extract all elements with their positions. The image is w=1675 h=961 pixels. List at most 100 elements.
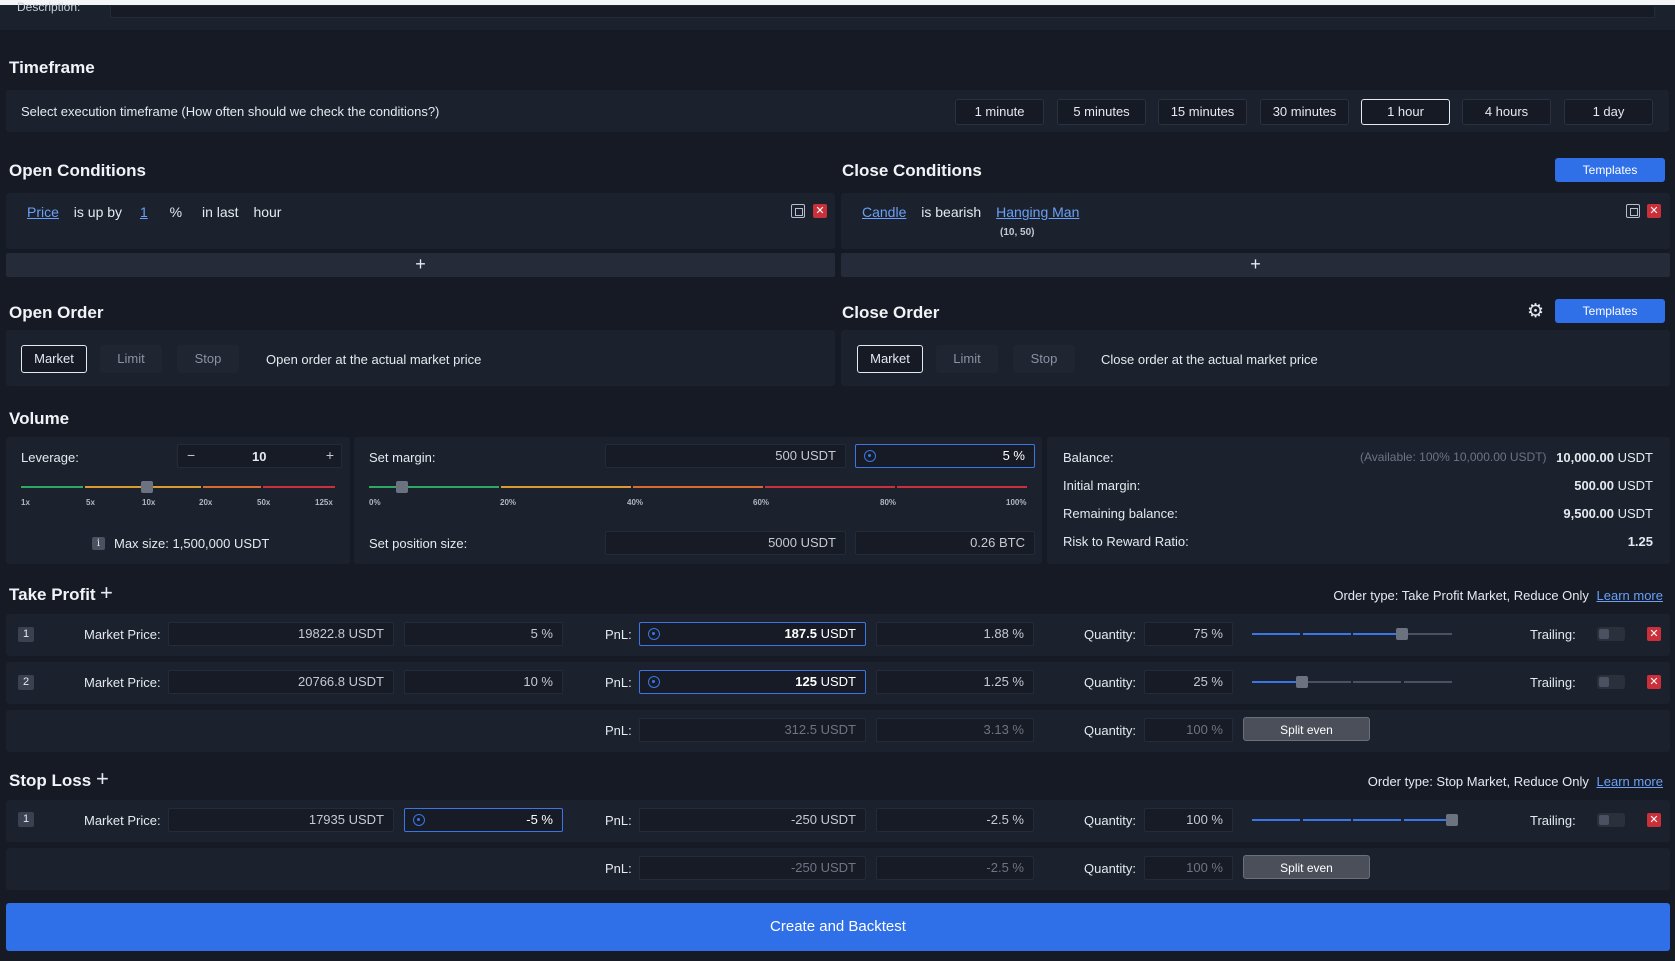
open-order-market[interactable]: Market — [21, 345, 87, 373]
leverage-slider-thumb[interactable] — [140, 481, 153, 493]
tp-row-2-qty-input[interactable]: 25 % — [1144, 670, 1233, 694]
sl-row-1-pnl-pct-input[interactable]: -2.5 % — [876, 808, 1034, 832]
open-cond-value[interactable]: 1 — [139, 204, 148, 220]
margin-usdt-input[interactable]: 500 USDT — [605, 444, 846, 468]
tp-row-2-pnl-label: PnL: — [605, 675, 632, 690]
tf-1-day[interactable]: 1 day — [1564, 99, 1653, 125]
tp-row-1-pnl-pct-input[interactable]: 1.88 % — [876, 622, 1034, 646]
lev-track-red — [263, 486, 335, 488]
leverage-value: 10 — [252, 449, 267, 464]
sl-row-1-trailing-toggle[interactable] — [1597, 813, 1625, 827]
lev-tick: 10x — [142, 498, 156, 507]
tp-row-2-pct-input[interactable]: 10 % — [404, 670, 563, 694]
tp-row-2-pnl-input[interactable]: 125 USDT — [639, 670, 866, 694]
leverage-stepper[interactable]: − 10 + — [177, 444, 342, 468]
tp-row-1-qty-slider[interactable] — [1252, 628, 1466, 640]
leverage-minus-button[interactable]: − — [187, 447, 196, 463]
max-size: Max size: 1,500,000 USDT — [114, 536, 270, 551]
tf-1-minute[interactable]: 1 minute — [955, 99, 1044, 125]
close-cond-close-icon[interactable]: ✕ — [1647, 204, 1661, 218]
open-cond-window: in last — [201, 204, 239, 220]
mar-track-red2 — [897, 486, 1027, 488]
sl-order-type-text: Order type: Stop Market, Reduce Only — [1367, 774, 1589, 789]
qty-slider-segment — [1403, 633, 1452, 635]
gear-icon[interactable]: ⚙ — [1527, 301, 1545, 322]
leverage-plus-button[interactable]: + — [325, 447, 334, 463]
tp-row-2-trailing-toggle[interactable] — [1597, 675, 1625, 689]
tp-row-1-pnl-input[interactable]: 187.5 USDT — [639, 622, 866, 646]
tp-row-1-trailing-label: Trailing: — [1530, 627, 1576, 642]
tp-row-2-pnl-pct-input[interactable]: 1.25 % — [876, 670, 1034, 694]
close-cond-copy-icon[interactable] — [1626, 204, 1640, 218]
open-order-limit[interactable]: Limit — [100, 345, 162, 373]
description-label: Description: — [17, 0, 81, 14]
tp-split-even-button[interactable]: Split even — [1243, 717, 1370, 741]
sl-split-even-button[interactable]: Split even — [1243, 855, 1370, 879]
position-btc-input[interactable]: 0.26 BTC — [855, 531, 1035, 555]
close-cond-add-button[interactable]: + — [841, 253, 1670, 277]
tf-5-minutes[interactable]: 5 minutes — [1057, 99, 1146, 125]
tp-learn-more-link[interactable]: Learn more — [1596, 588, 1663, 603]
sl-row-1-price-input[interactable]: 17935 USDT — [168, 808, 394, 832]
open-conditions-panel — [6, 193, 835, 249]
close-cond-op: is bearish — [921, 204, 982, 220]
tf-1-hour[interactable]: 1 hour — [1361, 99, 1450, 125]
margin-slider-thumb[interactable] — [395, 481, 408, 493]
volume-title: Volume — [9, 409, 70, 428]
close-order-templates-button[interactable]: Templates — [1555, 299, 1665, 323]
create-and-backtest-button[interactable]: Create and Backtest — [6, 903, 1670, 951]
tp-row-1-price-input[interactable]: 19822.8 USDT — [168, 622, 394, 646]
qty-slider-segment — [1353, 681, 1402, 683]
tp-row-1-pnl-unit: USDT — [820, 626, 856, 641]
target-icon — [413, 814, 425, 826]
close-order-stop[interactable]: Stop — [1013, 345, 1075, 373]
tp-summary-pnl-pct: 3.13 % — [876, 718, 1034, 742]
sl-row-1-qty-slider[interactable] — [1252, 814, 1466, 826]
sl-summary-pnl: -250 USDT — [639, 856, 866, 880]
open-condition-rule: Price is up by 1 % in last hour — [27, 204, 281, 220]
qty-slider-segment — [1353, 633, 1402, 635]
qty-slider-thumb[interactable] — [1446, 814, 1458, 826]
margin-slider[interactable]: 0% 20% 40% 60% 80% 100% — [369, 480, 1027, 507]
qty-slider-thumb[interactable] — [1296, 676, 1308, 688]
close-order-limit[interactable]: Limit — [936, 345, 998, 373]
close-order-market[interactable]: Market — [857, 345, 923, 373]
description-input[interactable] — [110, 6, 1655, 18]
tp-row-2-trailing-label: Trailing: — [1530, 675, 1576, 690]
open-cond-close-icon[interactable]: ✕ — [813, 204, 827, 218]
tp-row-1-qty-input[interactable]: 75 % — [1144, 622, 1233, 646]
tf-15-minutes[interactable]: 15 minutes — [1158, 99, 1247, 125]
tp-row-2-price-input[interactable]: 20766.8 USDT — [168, 670, 394, 694]
tf-4-hours[interactable]: 4 hours — [1462, 99, 1551, 125]
tp-row-2-remove-icon[interactable]: ✕ — [1647, 675, 1661, 689]
sl-row-1-price-label: Market Price: — [84, 813, 161, 828]
sl-learn-more-link[interactable]: Learn more — [1596, 774, 1663, 789]
sl-summary-qty: 100 % — [1144, 856, 1233, 880]
take-profit-add-icon[interactable]: + — [100, 580, 113, 605]
close-cond-subject[interactable]: Candle — [862, 204, 907, 220]
sl-summary-pnl-pct: -2.5 % — [876, 856, 1034, 880]
tp-row-1-pct-input[interactable]: 5 % — [404, 622, 563, 646]
tp-row-2-qty-slider[interactable] — [1252, 676, 1466, 688]
lev-tick: 20x — [199, 498, 213, 507]
tp-row-1-remove-icon[interactable]: ✕ — [1647, 627, 1661, 641]
timeframe-prompt: Select execution timeframe (How often sh… — [21, 104, 440, 119]
tp-row-1-trailing-toggle[interactable] — [1597, 627, 1625, 641]
open-cond-subject[interactable]: Price — [27, 204, 59, 220]
sl-row-1-remove-icon[interactable]: ✕ — [1647, 813, 1661, 827]
margin-pct-input[interactable]: 5 % — [855, 444, 1035, 468]
position-usdt-input[interactable]: 5000 USDT — [605, 531, 846, 555]
sl-row-1-pct-input[interactable]: -5 % — [404, 808, 563, 832]
open-cond-add-button[interactable]: + — [6, 253, 835, 277]
sl-row-1-qty-input[interactable]: 100 % — [1144, 808, 1233, 832]
sl-row-1-pnl-input[interactable]: -250 USDT — [639, 808, 866, 832]
qty-slider-thumb[interactable] — [1396, 628, 1408, 640]
close-cond-pattern[interactable]: Hanging Man — [996, 204, 1080, 220]
leverage-slider[interactable]: 1x 5x 10x 20x 50x 125x — [21, 480, 335, 507]
stop-loss-add-icon[interactable]: + — [96, 766, 109, 791]
close-cond-templates-button[interactable]: Templates — [1555, 158, 1665, 182]
tp-row-2-index: 2 — [18, 675, 34, 690]
open-order-stop[interactable]: Stop — [177, 345, 239, 373]
tf-30-minutes[interactable]: 30 minutes — [1260, 99, 1349, 125]
open-cond-copy-icon[interactable] — [791, 204, 805, 218]
